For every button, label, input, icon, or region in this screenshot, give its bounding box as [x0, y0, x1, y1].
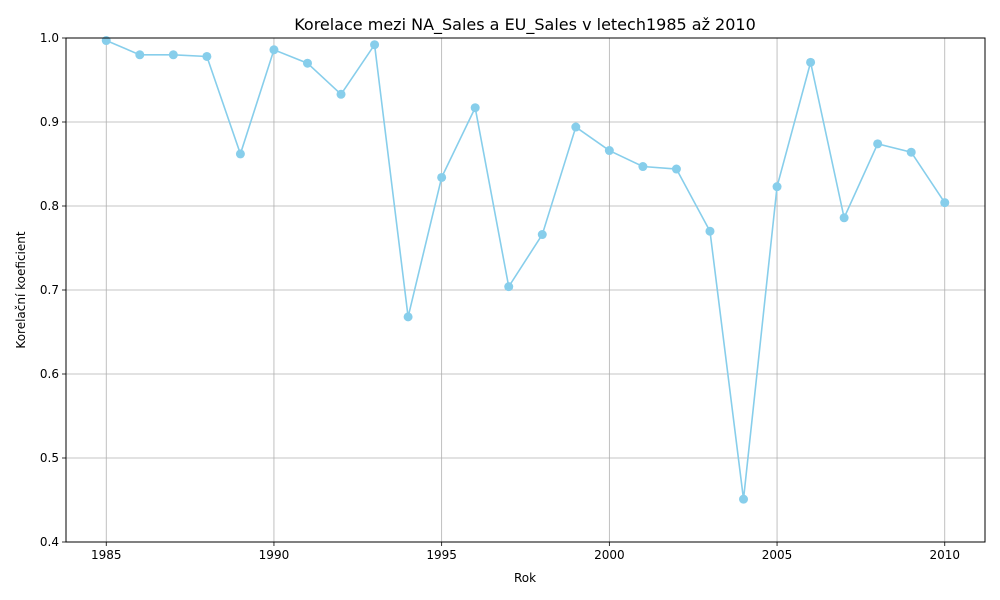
- data-point: [638, 162, 648, 172]
- y-tick-label: 0.8: [40, 199, 59, 213]
- x-tick-label: 1985: [91, 548, 122, 562]
- series-line: [105, 39, 946, 500]
- y-tick-label: 0.6: [40, 367, 59, 381]
- data-point: [135, 50, 145, 60]
- y-axis-label: Korelační koeficient: [14, 231, 28, 348]
- data-point: [873, 139, 883, 149]
- data-point: [806, 57, 816, 67]
- y-tick-label: 1.0: [40, 31, 59, 45]
- data-point: [101, 36, 111, 46]
- chart-title: Korelace mezi NA_Sales a EU_Sales v lete…: [294, 15, 756, 35]
- data-point: [839, 213, 849, 223]
- y-tick-label: 0.4: [40, 535, 59, 549]
- data-point: [537, 230, 547, 240]
- x-tick-label: 2010: [929, 548, 960, 562]
- data-point: [168, 50, 178, 60]
- data-point: [437, 172, 447, 182]
- y-tick-label: 0.7: [40, 283, 59, 297]
- data-point: [470, 103, 480, 113]
- grid-lines: [66, 37, 985, 543]
- x-axis-ticks: 1985 1990 1995 2000 2005 2010: [91, 542, 960, 562]
- x-tick-label: 1995: [426, 548, 457, 562]
- data-point: [604, 146, 614, 156]
- data-point: [940, 198, 950, 208]
- data-point: [235, 149, 245, 159]
- y-tick-label: 0.5: [40, 451, 59, 465]
- data-point: [705, 226, 715, 236]
- data-point: [504, 282, 514, 292]
- data-point: [403, 312, 413, 322]
- series-line-group: [101, 36, 950, 504]
- data-point: [370, 40, 380, 50]
- data-point: [906, 147, 916, 157]
- x-axis-label: Rok: [514, 571, 536, 585]
- y-tick-label: 0.9: [40, 115, 59, 129]
- data-point: [269, 45, 279, 55]
- y-axis-ticks: 0.4 0.5 0.6 0.7 0.8 0.9 1.0: [40, 31, 66, 549]
- data-point: [571, 122, 581, 132]
- data-point: [772, 182, 782, 192]
- data-point: [336, 89, 346, 99]
- x-tick-label: 2000: [594, 548, 625, 562]
- data-point: [739, 494, 749, 504]
- data-point: [202, 51, 212, 61]
- x-tick-label: 1990: [259, 548, 290, 562]
- data-point: [302, 58, 312, 68]
- data-point: [671, 164, 681, 174]
- x-tick-label: 2005: [762, 548, 793, 562]
